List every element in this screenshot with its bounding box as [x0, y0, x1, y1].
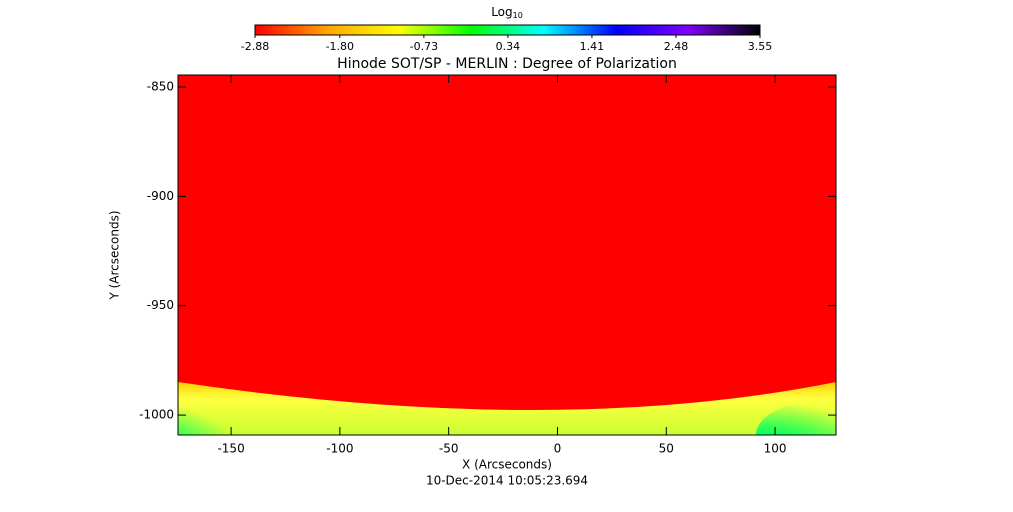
- x-tick-label: -50: [439, 442, 459, 456]
- x-tick-label: -150: [217, 442, 244, 456]
- colorbar-tick-label: 1.41: [580, 40, 605, 53]
- colorbar-tick-label: 0.34: [496, 40, 521, 53]
- solar-image: [178, 75, 836, 435]
- x-tick-label: 50: [659, 442, 674, 456]
- colorbar-label-text: Log: [491, 5, 512, 19]
- y-tick-label: -950: [147, 298, 174, 312]
- colorbar-tick-label: -0.73: [410, 40, 438, 53]
- chart-title: Hinode SOT/SP - MERLIN : Degree of Polar…: [337, 56, 677, 72]
- plot-frame: [177, 74, 837, 436]
- y-tick-label: -850: [147, 80, 174, 94]
- x-tick-label: -100: [326, 442, 353, 456]
- y-tick-label: -900: [147, 189, 174, 203]
- x-tick-label: 100: [764, 442, 787, 456]
- colorbar-tick-label: -1.80: [326, 40, 354, 53]
- colorbar-tick-label: 2.48: [664, 40, 689, 53]
- footer: 10-Dec-2014 10:05:23.694: [426, 474, 588, 488]
- x-tick-label: 0: [554, 442, 562, 456]
- colorbar-label: Log10: [491, 5, 523, 20]
- y-tick-label: -1000: [139, 408, 174, 422]
- colorbar-tick-label: 3.55: [748, 40, 773, 53]
- colorbar-tick-label: -2.88: [241, 40, 269, 53]
- x-axis-label: X (Arcseconds): [462, 458, 552, 472]
- colorbar: [254, 24, 761, 36]
- y-axis-label: Y (Arcseconds): [108, 210, 122, 300]
- colorbar-label-subscript: 10: [513, 11, 523, 20]
